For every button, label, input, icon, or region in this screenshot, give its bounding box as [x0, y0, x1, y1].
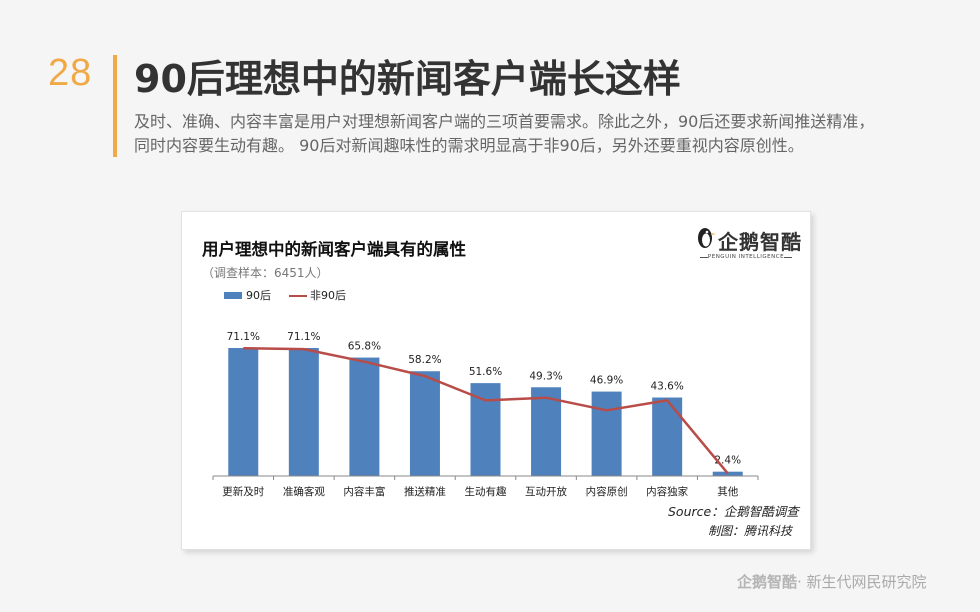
- category-label-7: 内容原创: [586, 485, 628, 498]
- bar-value-label-5: 51.6%: [469, 366, 502, 378]
- bar-2: [288, 348, 319, 476]
- penguin-logo: 企鹅智酷 PENGUIN INTELLIGENCE: [698, 224, 801, 264]
- penguin-icon: [698, 228, 716, 248]
- category-label-5: 生动有趣: [465, 485, 507, 498]
- bar-7: [591, 391, 622, 476]
- subtitle-line-1: 及时、准确、内容丰富是用户对理想新闻客户端的三项首要需求。除此之外，90后还要求…: [134, 112, 875, 131]
- chart-title: 用户理想中的新闻客户端具有的属性: [202, 240, 466, 259]
- maker-note: 制图：腾讯科技: [708, 524, 793, 538]
- bar-value-label-1: 71.1%: [227, 331, 260, 343]
- legend-label-90: 90后: [246, 289, 271, 302]
- bar-1: [228, 348, 259, 476]
- logo-text: 企鹅智酷: [718, 230, 802, 254]
- page-subtitle: 及时、准确、内容丰富是用户对理想新闻客户端的三项首要需求。除此之外，90后还要求…: [134, 110, 964, 158]
- category-label-8: 内容独家: [646, 485, 688, 498]
- footer-logo: 企鹅智酷: [737, 573, 798, 591]
- bar-5: [470, 383, 501, 476]
- bar-value-label-4: 58.2%: [408, 354, 441, 366]
- bar-3: [349, 357, 380, 476]
- bar-9: [712, 471, 743, 476]
- bar-line-chart: 90后 非90后 71.1% 更新及时 71.1% 准确客观 65.8% 内容丰富 58.2% 推…: [212, 289, 759, 498]
- legend-swatch-90: [224, 292, 242, 299]
- logo-line-left: [700, 257, 708, 258]
- category-label-2: 准确客观: [283, 485, 325, 498]
- bar-8: [652, 397, 683, 476]
- category-label-1: 更新及时: [222, 485, 264, 498]
- category-label-6: 互动开放: [525, 485, 567, 498]
- chart-card: 用户理想中的新闻客户端具有的属性 （调查样本：6451人） 企鹅智酷 PENGU…: [181, 211, 811, 550]
- subtitle-line-2: 同时内容要生动有趣。 90后对新闻趣味性的需求明显高于非90后，另外还要重视内容…: [134, 136, 804, 155]
- footer-text: · 新生代网民研究院: [797, 573, 927, 591]
- chart-sample-note: （调查样本：6451人）: [202, 266, 329, 280]
- page-title: 90后理想中的新闻客户端长这样: [134, 57, 681, 101]
- logo-line-right: [784, 257, 792, 258]
- line-series-non90: [243, 346, 729, 475]
- accent-bar: [113, 55, 117, 157]
- bar-value-label-8: 43.6%: [650, 381, 683, 393]
- page-number: 28: [48, 52, 93, 94]
- bar-value-label-3: 65.8%: [348, 341, 381, 353]
- legend-label-non90: 非90后: [310, 289, 346, 302]
- category-label-4: 推送精准: [404, 485, 446, 498]
- category-label-9: 其他: [717, 485, 738, 498]
- logo-subtitle: PENGUIN INTELLIGENCE: [707, 254, 785, 260]
- bar-6: [531, 387, 562, 476]
- footer: 企鹅智酷· 新生代网民研究院: [737, 571, 927, 592]
- source-note: Source：企鹅智酷调查: [668, 504, 799, 519]
- bar-4: [409, 371, 440, 476]
- bar-value-label-7: 46.9%: [590, 375, 623, 387]
- category-label-3: 内容丰富: [343, 485, 385, 498]
- bar-value-label-6: 49.3%: [529, 370, 562, 382]
- bar-value-label-2: 71.1%: [287, 331, 320, 343]
